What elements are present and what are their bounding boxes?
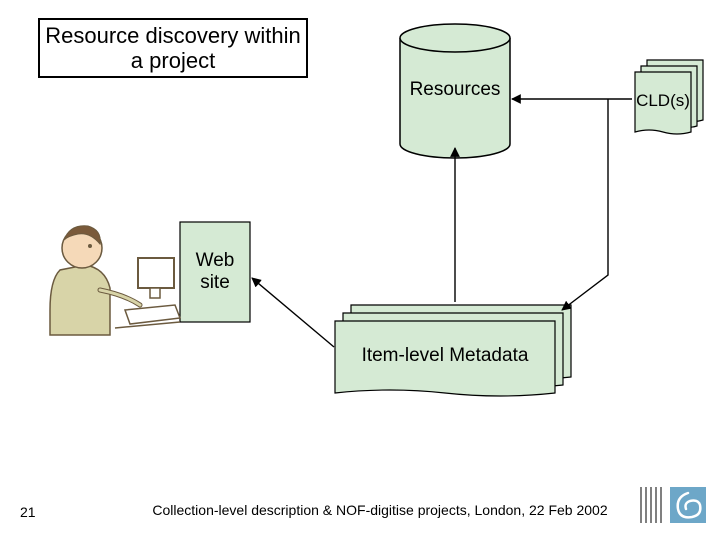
ukoln-logo [638,483,708,528]
arrows [0,0,720,540]
footer-text: Collection-level description & NOF-digit… [145,502,615,518]
slide-number: 21 [20,504,36,520]
